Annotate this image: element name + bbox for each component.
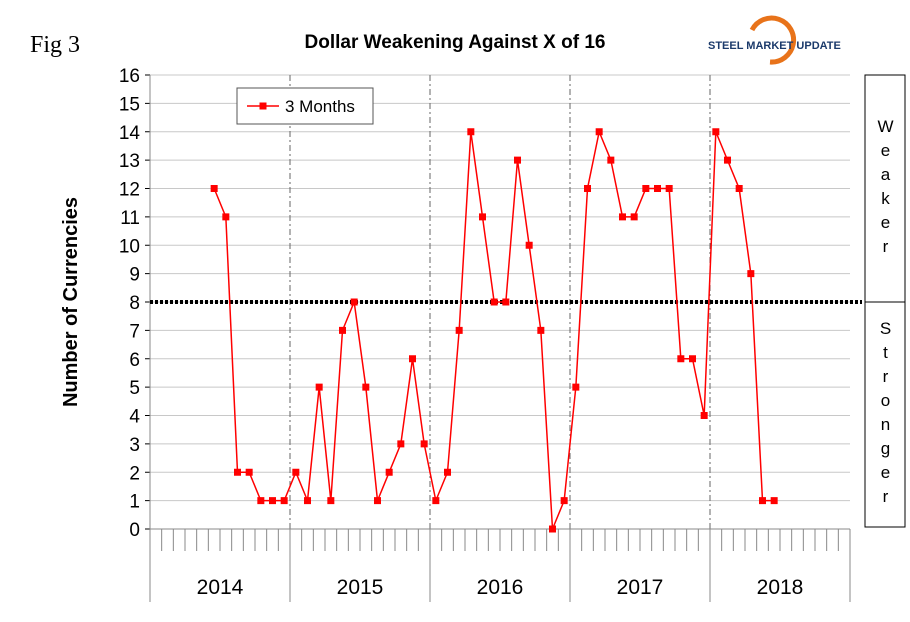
logo-arc — [749, 15, 796, 65]
point — [339, 326, 346, 334]
point — [385, 468, 393, 476]
point — [665, 185, 673, 192]
point — [292, 468, 300, 476]
point — [654, 185, 661, 192]
point — [619, 213, 626, 221]
side-label-weaker: Weaker — [876, 116, 895, 261]
point — [234, 468, 241, 476]
point — [712, 128, 720, 136]
side-label-stronger: Stronger — [876, 318, 895, 511]
point — [759, 497, 766, 505]
point — [490, 298, 498, 306]
y-tick-label: 4 — [129, 407, 140, 428]
point — [315, 383, 323, 391]
figure-label: Fig 3 — [30, 32, 80, 58]
y-tick-label: 14 — [119, 123, 141, 144]
x-year-label: 2016 — [477, 576, 524, 599]
x-year-label: 2015 — [337, 576, 384, 599]
x-year-label: 2017 — [617, 576, 664, 599]
point — [362, 383, 370, 391]
point — [724, 156, 731, 164]
point — [245, 468, 253, 476]
y-tick-label: 11 — [120, 208, 140, 229]
point — [689, 355, 696, 363]
y-tick-label: 6 — [129, 350, 140, 371]
y-tick-label: 2 — [129, 463, 140, 484]
point — [560, 497, 568, 505]
point — [304, 497, 311, 505]
point — [642, 185, 650, 192]
y-tick-label: 5 — [129, 378, 140, 399]
point — [549, 525, 556, 533]
point — [409, 355, 416, 363]
point — [327, 497, 335, 505]
point — [280, 497, 288, 505]
point — [770, 497, 778, 505]
y-tick-label: 16 — [119, 66, 140, 87]
point — [537, 326, 545, 334]
x-year-label: 2018 — [757, 576, 804, 599]
y-tick-label: 13 — [119, 151, 140, 172]
y-tick-label: 15 — [119, 94, 140, 115]
logo: STEEL MARKET UPDATE — [708, 40, 841, 52]
point — [444, 468, 451, 476]
point — [350, 298, 358, 306]
y-tick-label: 0 — [129, 520, 140, 541]
point — [502, 298, 510, 306]
point — [607, 156, 615, 164]
point — [420, 440, 428, 448]
y-tick-label: 12 — [119, 180, 140, 201]
y-tick-label: 3 — [129, 435, 140, 456]
y-tick-label: 7 — [129, 321, 140, 342]
y-tick-label: 9 — [129, 265, 140, 286]
y-tick-label: 8 — [129, 293, 140, 314]
legend-label: 3 Months — [285, 97, 355, 116]
point — [257, 497, 265, 505]
point — [584, 185, 591, 192]
point — [210, 185, 218, 192]
point — [397, 440, 405, 448]
point — [374, 497, 381, 505]
legend-marker — [259, 102, 267, 110]
point — [514, 156, 521, 164]
point — [677, 355, 685, 363]
y-axis-label: Number of Currencies — [60, 197, 82, 407]
chart-title: Dollar Weakening Against X of 16 — [305, 32, 606, 53]
point — [432, 497, 440, 505]
point — [735, 185, 743, 192]
point — [595, 128, 603, 136]
point — [479, 213, 486, 221]
side-panel — [864, 74, 906, 528]
point — [747, 270, 755, 278]
point — [630, 213, 638, 221]
point — [222, 213, 230, 221]
point — [525, 241, 533, 249]
point — [269, 497, 276, 505]
point — [700, 412, 708, 419]
y-tick-label: 1 — [129, 492, 140, 513]
x-year-label: 2014 — [197, 576, 244, 599]
point — [467, 128, 475, 136]
y-tick-label: 10 — [119, 236, 140, 257]
point — [455, 326, 463, 334]
point — [572, 383, 580, 391]
